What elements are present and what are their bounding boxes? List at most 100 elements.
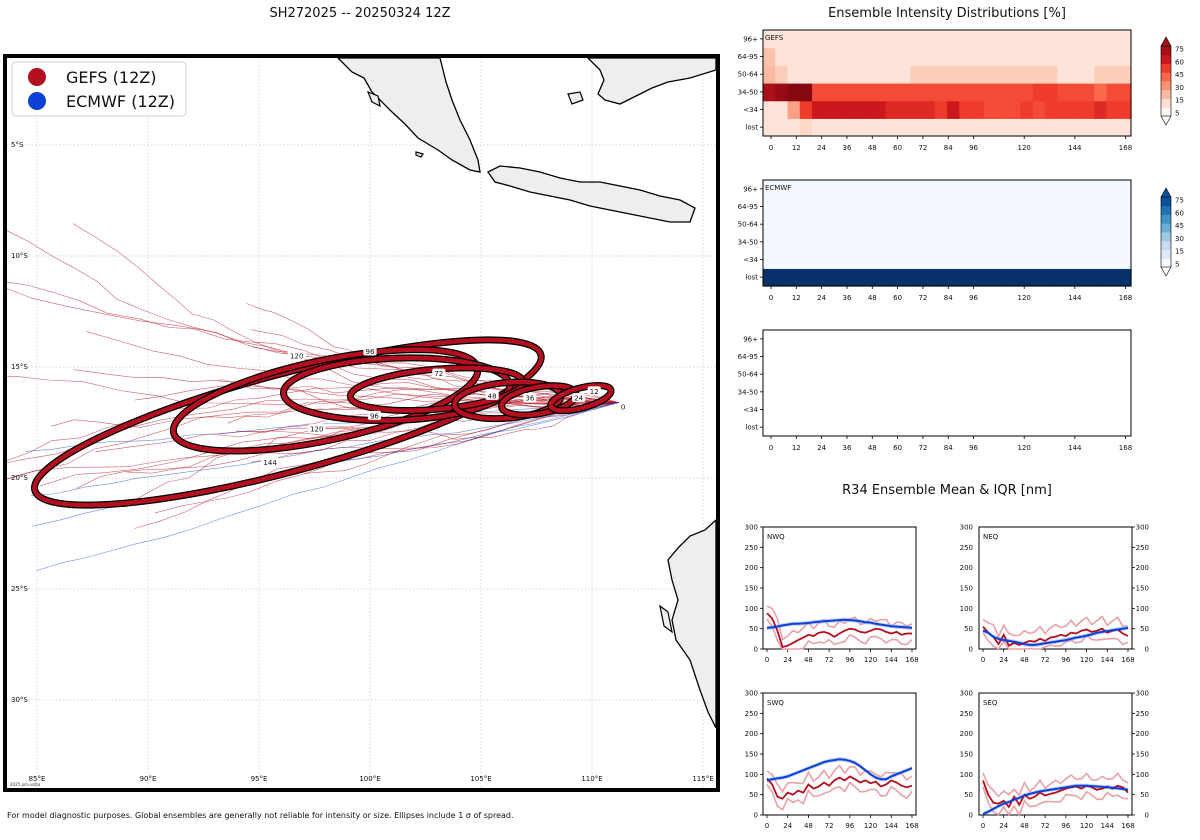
- heatmap-y-label: 96+: [743, 185, 758, 193]
- heatmap-cell: [763, 83, 776, 102]
- heatmap-cell: [1045, 100, 1058, 119]
- heatmap-cell: [885, 30, 899, 49]
- heatmap-cell: [1118, 180, 1132, 199]
- gefs-iqr-upper: [982, 772, 1129, 798]
- r34-left-y-label: 50: [964, 791, 973, 799]
- r34-left-y-label: 300: [960, 690, 973, 698]
- heatmap-cell: [996, 250, 1009, 269]
- heatmap-cell: [1020, 47, 1034, 66]
- heatmap-cell: [897, 180, 911, 199]
- heatmap-cell: [1094, 118, 1108, 137]
- heatmap-cell: [934, 83, 948, 102]
- heatmap-cell: [848, 250, 862, 269]
- r34-x-label: 24: [783, 822, 792, 830]
- heatmap-cell: [910, 65, 924, 84]
- hour-label-bg: [261, 457, 279, 467]
- r34-panel-seq: SEQ0050501001001501502002002502503003000…: [960, 690, 1149, 831]
- heatmap-cell: [910, 118, 924, 137]
- colorbar-tick-label: 60: [1175, 58, 1184, 66]
- heatmap-cell: [996, 47, 1009, 66]
- heatmap-cell: [897, 197, 911, 216]
- heatmap-cell: [897, 100, 911, 119]
- heatmap-cell: [934, 268, 948, 287]
- heatmap-cell: [1020, 197, 1034, 216]
- heatmap-cell: [1094, 215, 1108, 234]
- heatmap-cell: [1081, 118, 1095, 137]
- heatmap-cell: [1081, 83, 1095, 102]
- heatmap-x-label: 144: [1068, 294, 1082, 302]
- r34-y-label: 200: [745, 730, 758, 738]
- heatmap-cell: [971, 47, 985, 66]
- heatmap-cell: [971, 233, 985, 252]
- r34-y-label: 200: [745, 564, 758, 572]
- r34-y-label: 0: [754, 812, 758, 820]
- heatmap-cell: [1094, 233, 1108, 252]
- heatmap-cell: [910, 83, 924, 102]
- heatmap-cell: [996, 197, 1009, 216]
- heatmap-cell: [824, 180, 838, 199]
- heatmap-y-label: 96+: [743, 35, 758, 43]
- heatmap-cell: [959, 268, 973, 287]
- heatmap-y-label: 64-95: [738, 203, 758, 211]
- colorbar-segment: [1161, 205, 1171, 215]
- hour-label: 120: [290, 352, 303, 360]
- heatmap-cell: [824, 30, 838, 49]
- heatmap-cell: [763, 250, 776, 269]
- heatmap-x-label: 60: [893, 294, 902, 302]
- heatmap-cell: [1057, 100, 1071, 119]
- legend-ecmwf-marker: [28, 92, 46, 110]
- heatmap-cell: [861, 118, 874, 137]
- heatmap-cell: [836, 65, 850, 84]
- heatmap-cell: [959, 65, 973, 84]
- r34-x-label: 120: [864, 822, 877, 830]
- heatmap-cell: [910, 47, 924, 66]
- heatmap-cell: [897, 65, 911, 84]
- r34-y-label: 100: [745, 605, 758, 613]
- heatmap-cell: [873, 47, 887, 66]
- heatmap-cell: [873, 30, 887, 49]
- heatmap-cell: [861, 197, 874, 216]
- r34-y-label: 150: [1136, 585, 1149, 593]
- heatmap-cell: [996, 100, 1009, 119]
- hour-label: 12: [590, 388, 599, 396]
- heatmap-cell: [1032, 268, 1046, 287]
- ecmwf-iqr-band: [767, 757, 912, 783]
- heatmap-cell: [1020, 215, 1034, 234]
- r34-y-label: 150: [745, 585, 758, 593]
- heatmap-cell: [1057, 268, 1071, 287]
- heatmap-cell: [1032, 197, 1046, 216]
- map-tick-labels: 85°E 90°E 95°E 100°E 105°E 110°E 115°E 5°S 10°S 1…: [11, 141, 714, 783]
- heatmap-cell: [934, 180, 948, 199]
- colorbar-tick-label: 5: [1175, 110, 1179, 118]
- gefs-iqr-upper: [766, 764, 913, 793]
- heatmap-cell: [1106, 47, 1120, 66]
- r34-left-y-label: 250: [960, 710, 973, 718]
- heatmap-cell: [1008, 215, 1022, 234]
- r34-left-y-label: 150: [960, 585, 973, 593]
- r34-y-label: 250: [1136, 544, 1149, 552]
- heatmap-cell: [836, 197, 850, 216]
- heatmap-cell: [1057, 233, 1071, 252]
- heatmap-x-label: 24: [817, 444, 826, 452]
- heatmap-cell: [897, 268, 911, 287]
- heatmap-cell: [983, 215, 997, 234]
- ecmwf-panel-label: ECMWF: [765, 184, 791, 192]
- heatmap-cell: [1020, 233, 1034, 252]
- heatmap-cell: [885, 118, 899, 137]
- heatmap-cell: [1094, 197, 1108, 216]
- heatmap-x-label: 72: [918, 444, 927, 452]
- heatmap-cell: [848, 118, 862, 137]
- heatmap-cell: [1057, 118, 1071, 137]
- heatmap-x-label: 0: [769, 444, 773, 452]
- heatmap-cell: [959, 197, 973, 216]
- r34-y-label: 200: [1136, 564, 1149, 572]
- heatmap-cell: [959, 47, 973, 66]
- r34-frame: [978, 526, 1133, 650]
- land-malaysia: [587, 58, 716, 105]
- heatmap-cell: [885, 233, 899, 252]
- heatmap-cell: [1008, 118, 1022, 137]
- lon-tick-label: 100°E: [359, 775, 380, 783]
- r34-y-label: 100: [745, 771, 758, 779]
- heatmap-cell: [775, 268, 789, 287]
- heatmap-cell: [873, 100, 887, 119]
